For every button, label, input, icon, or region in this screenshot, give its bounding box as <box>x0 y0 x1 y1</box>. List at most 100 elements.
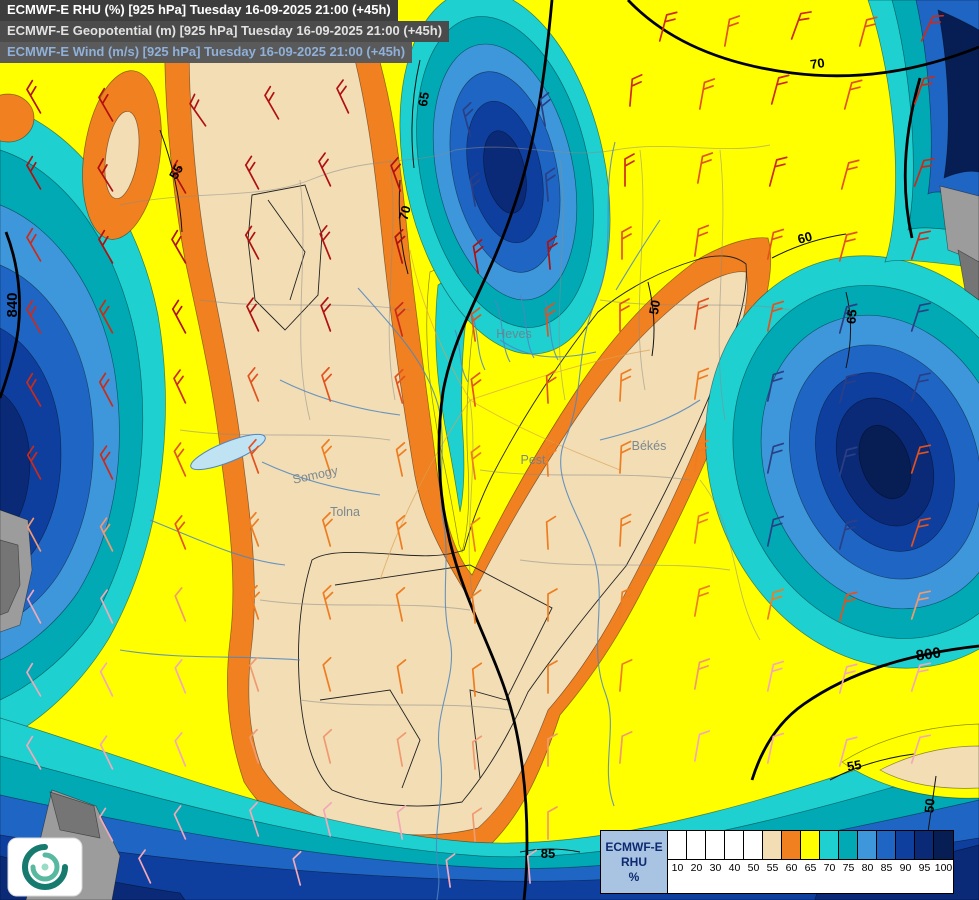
legend-value: 85 <box>880 862 893 874</box>
dry-system <box>0 0 772 858</box>
wind-barb <box>619 731 633 764</box>
wind-barb <box>472 239 484 274</box>
legend-value: 60 <box>785 862 798 874</box>
wind-barb <box>471 589 482 624</box>
wind-barb <box>838 663 858 694</box>
wind-barb <box>26 155 42 190</box>
wind-barb <box>244 155 260 190</box>
wind-barb <box>471 735 483 770</box>
wind-barb <box>838 231 858 262</box>
wind-barb <box>545 442 557 477</box>
legend-cell: 30 <box>706 831 725 893</box>
wind-barb <box>624 153 635 187</box>
wind-barb <box>619 368 632 402</box>
wind-barb <box>693 658 711 690</box>
contour-label-50: 50 <box>921 798 937 814</box>
legend-title: ECMWF-E RHU % <box>601 831 668 893</box>
wind-barb <box>858 16 878 47</box>
wind-barb <box>838 519 858 550</box>
legend-cell: 80 <box>858 831 877 893</box>
header-line-1: ECMWF-E RHU (%) [925 hPa] Tuesday 16-09-… <box>0 0 398 21</box>
legend-cell: 60 <box>782 831 801 893</box>
contour-label-840: 840 <box>4 292 21 317</box>
legend-cell: 70 <box>820 831 839 893</box>
wind-barb <box>26 299 42 334</box>
legend-swatch <box>801 831 820 860</box>
wind-barb <box>248 511 260 547</box>
wind-barb <box>173 369 187 404</box>
legend-cell: 40 <box>725 831 744 893</box>
legend-value: 70 <box>823 862 836 874</box>
wind-barb <box>320 296 332 332</box>
wind-barb <box>98 299 114 334</box>
legend-swatch <box>915 831 934 860</box>
wind-barb <box>766 515 785 547</box>
wind-barb <box>766 588 785 620</box>
wind-barb <box>619 587 633 620</box>
wind-barb <box>174 732 187 767</box>
legend-swatch <box>896 831 915 860</box>
legend-cell: 75 <box>839 831 858 893</box>
rivers <box>119 141 701 900</box>
wind-barb <box>619 513 632 547</box>
wind-barb <box>547 806 558 840</box>
wind-barb <box>171 299 187 334</box>
wind-barb <box>544 167 556 202</box>
wind-barb <box>98 372 114 407</box>
wind-barb <box>913 76 935 105</box>
wind-barb <box>462 101 474 137</box>
wind-barb <box>26 589 42 624</box>
wind-barb <box>910 302 931 332</box>
wind-barb <box>99 735 114 770</box>
wind-barb <box>693 585 711 617</box>
wind-barb-layer <box>26 11 945 888</box>
contour-label-55: 55 <box>846 757 863 774</box>
wind-barb <box>395 514 407 550</box>
wind-barb <box>920 14 945 42</box>
legend-swatch <box>763 831 782 860</box>
legend-title-param: RHU <box>621 855 647 869</box>
legend-cell: 55 <box>763 831 782 893</box>
right-moist-blob <box>705 255 979 669</box>
legend-value: 95 <box>918 862 931 874</box>
wind-barb <box>174 587 187 622</box>
legend-value: 75 <box>842 862 855 874</box>
wind-barb <box>322 584 334 620</box>
legend-cell: 10 <box>668 831 687 893</box>
legend-swatch <box>744 831 763 860</box>
legend-value: 90 <box>899 862 912 874</box>
rh-legend: ECMWF-E RHU % 10 20 30 40 50 55 60 65 70 75 80 85 90… <box>600 830 954 894</box>
wind-barb <box>547 588 558 622</box>
wind-barb <box>694 367 710 400</box>
place-label-heves: Heves <box>496 327 531 341</box>
wind-barb <box>843 79 863 110</box>
contour-label-70: 70 <box>809 55 825 72</box>
legend-cells: 10 20 30 40 50 55 60 65 70 75 80 85 90 95 100 <box>668 831 953 893</box>
wind-barb <box>189 93 207 127</box>
wind-barb <box>26 445 42 480</box>
wind-barb <box>396 659 407 694</box>
wind-barb <box>322 728 333 764</box>
contour-label-70: 70 <box>396 204 414 222</box>
wind-barb <box>470 372 482 407</box>
legend-swatch <box>820 831 839 860</box>
wind-barb <box>395 441 407 477</box>
wind-barb <box>394 301 406 337</box>
wind-barb <box>445 853 456 888</box>
wind-barb <box>174 515 187 550</box>
wind-barb <box>470 307 482 342</box>
wind-barb <box>396 732 407 767</box>
contour-label-65: 65 <box>415 91 432 108</box>
wind-barb <box>469 172 481 207</box>
legend-swatch <box>782 831 801 860</box>
wind-barb <box>394 228 406 264</box>
legend-value: 100 <box>934 862 953 874</box>
wind-barb <box>26 517 42 552</box>
wind-barb <box>910 444 931 474</box>
wind-barb <box>100 589 114 624</box>
wind-barb <box>694 511 710 544</box>
wind-barb <box>470 517 481 552</box>
wind-barb <box>321 438 332 474</box>
